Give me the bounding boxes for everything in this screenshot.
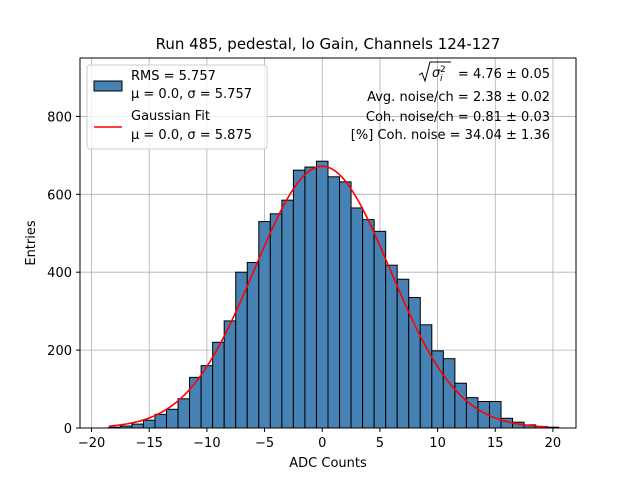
legend-rms-label: RMS = 5.757 [131, 69, 216, 84]
sigma-glyph: σ [432, 66, 441, 81]
histogram-bar [385, 264, 398, 429]
legend-rms-params: μ = 0.0, σ = 5.757 [131, 87, 252, 102]
chart-title: Run 485, pedestal, lo Gain, Channels 124… [156, 35, 501, 53]
x-tick-label: −5 [255, 436, 274, 451]
histogram-bar [396, 278, 410, 429]
y-tick-label: 400 [47, 266, 72, 281]
histogram-bar [166, 408, 179, 429]
y-tick-label: 600 [47, 188, 72, 203]
x-tick-label: −20 [78, 436, 105, 451]
x-tick-label: 10 [429, 436, 446, 451]
histogram-bar [350, 207, 364, 429]
noise-annotations: σ 2 i = 4.76 ± 0.05 Avg. noise/ch = 2.38… [351, 61, 550, 143]
sqrt-sigma-symbol: σ 2 i [418, 61, 451, 84]
histogram-bar [431, 350, 444, 429]
y-tick-label: 800 [47, 110, 72, 125]
coh-noise-text: Coh. noise/ch = 0.81 ± 0.03 [366, 110, 550, 125]
sigma-superscript: 2 [440, 65, 446, 75]
histogram-bar [281, 199, 294, 429]
gaussian-fit-curve [108, 165, 548, 428]
histogram-bar [223, 320, 237, 429]
histogram-bar [315, 160, 329, 429]
x-axis-label: ADC Counts [289, 456, 367, 471]
y-axis-label: Entries [24, 220, 39, 266]
legend: RMS = 5.757 μ = 0.0, σ = 5.757 Gaussian … [86, 64, 268, 150]
histogram-bar [488, 401, 502, 429]
x-axis-ticks: −20 −15 −10 −5 0 5 10 15 20 [78, 428, 561, 451]
histogram-bar [154, 413, 168, 429]
histogram-bar [269, 213, 283, 429]
x-tick-label: −15 [135, 436, 162, 451]
histogram-bar [246, 261, 260, 429]
legend-box [86, 64, 268, 150]
histogram-bar [454, 382, 467, 429]
pct-coh-noise-text: [%] Coh. noise = 34.04 ± 1.36 [351, 128, 550, 143]
sigma-subscript: i [440, 74, 443, 84]
y-tick-label: 200 [47, 344, 72, 359]
histogram-bar [304, 166, 317, 429]
histogram-bar [131, 423, 144, 429]
histogram-bar [142, 419, 156, 429]
legend-patch-histogram [93, 80, 123, 92]
histogram-bar [442, 358, 456, 429]
histogram-bar [189, 376, 202, 429]
y-axis-ticks: 0 200 400 600 800 [47, 110, 80, 437]
x-tick-label: 0 [318, 436, 326, 451]
histogram-bar [327, 176, 341, 429]
histogram-bar [292, 169, 306, 429]
sqrt-sigma-value: = 4.76 ± 0.05 [458, 67, 550, 82]
avg-noise-text: Avg. noise/ch = 2.38 ± 0.02 [367, 90, 550, 105]
histogram-bar [177, 398, 191, 429]
x-tick-label: 5 [376, 436, 384, 451]
histogram-bar [373, 230, 387, 429]
histogram-bar [200, 365, 214, 429]
legend-fit-label: Gaussian Fit [131, 109, 210, 124]
x-tick-label: 15 [487, 436, 504, 451]
histogram-bar [362, 219, 375, 429]
plot-frame [79, 57, 577, 429]
x-tick-label: −10 [193, 436, 220, 451]
histogram-bar [339, 181, 352, 429]
legend-fit-params: μ = 0.0, σ = 5.875 [131, 128, 252, 143]
histogram-bars [108, 160, 560, 429]
y-tick-label: 0 [64, 422, 72, 437]
histogram-bar [235, 271, 248, 429]
x-tick-label: 20 [545, 436, 562, 451]
histogram-bar [258, 221, 271, 429]
